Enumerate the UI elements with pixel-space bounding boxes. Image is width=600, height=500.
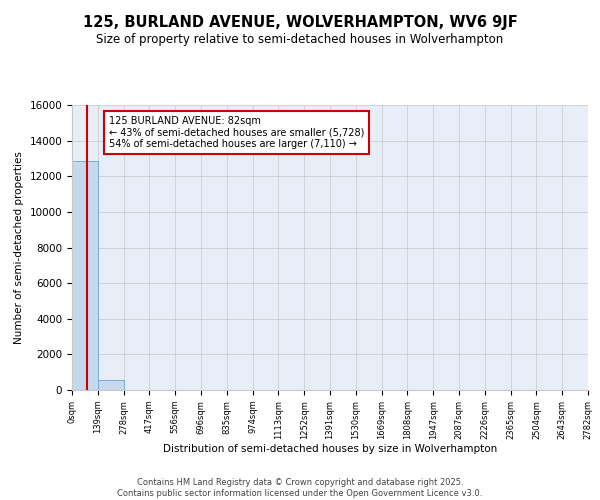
Text: Size of property relative to semi-detached houses in Wolverhampton: Size of property relative to semi-detach… — [97, 32, 503, 46]
Text: 125 BURLAND AVENUE: 82sqm
← 43% of semi-detached houses are smaller (5,728)
54% : 125 BURLAND AVENUE: 82sqm ← 43% of semi-… — [109, 116, 364, 149]
X-axis label: Distribution of semi-detached houses by size in Wolverhampton: Distribution of semi-detached houses by … — [163, 444, 497, 454]
Text: 125, BURLAND AVENUE, WOLVERHAMPTON, WV6 9JF: 125, BURLAND AVENUE, WOLVERHAMPTON, WV6 … — [83, 15, 517, 30]
Bar — [72, 162, 98, 390]
Bar — [98, 380, 124, 390]
Text: Contains HM Land Registry data © Crown copyright and database right 2025.
Contai: Contains HM Land Registry data © Crown c… — [118, 478, 482, 498]
Y-axis label: Number of semi-detached properties: Number of semi-detached properties — [14, 151, 24, 344]
